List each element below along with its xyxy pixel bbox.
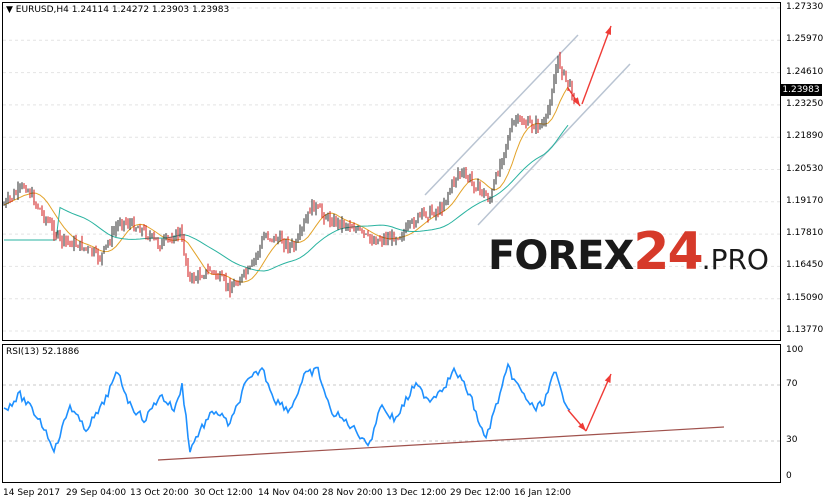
arrow-head-icon (604, 374, 611, 383)
price-tick-label: 1.13770 (786, 325, 824, 335)
time-tick-label: 14 Nov 04:00 (258, 488, 319, 498)
forex24-watermark-logo: FOREX24.PRO (488, 222, 769, 282)
logo-forex-text: FOREX (488, 233, 634, 279)
arrow-head-icon (605, 26, 611, 35)
rsi-header-text: RSI(13) 52.1886 (6, 347, 80, 357)
time-tick-label: 28 Nov 20:00 (322, 488, 383, 498)
time-tick-label: 14 Sep 2017 (3, 488, 61, 498)
time-tick-label: 16 Jan 12:00 (514, 488, 571, 498)
logo-pro-text: .PRO (701, 243, 769, 276)
candlesticks (3, 51, 575, 298)
rsi-tick-label: 30 (786, 435, 798, 445)
rsi-tick-label: 100 (786, 345, 804, 355)
chart-symbol-header: ▼ EURUSD,H4 1.24114 1.24272 1.23903 1.23… (6, 5, 229, 15)
price-tick-label: 1.19170 (786, 195, 824, 206)
price-tick-label: 1.24610 (786, 66, 824, 77)
price-tick-label: 1.16450 (786, 260, 824, 271)
price-tick-label: 1.17810 (786, 228, 824, 239)
price-tick-label: 1.25970 (786, 34, 824, 45)
channel-upper-line (424, 34, 579, 196)
dropdown-triangle-icon[interactable]: ▼ (6, 5, 13, 15)
time-tick-label: 29 Dec 12:00 (450, 488, 511, 498)
price-tick-label: 1.27330 (786, 2, 824, 12)
rsi-header: RSI(13) 52.1886 (6, 347, 79, 357)
forecast-arrow-line (585, 373, 612, 432)
price-tick-label: 1.21890 (786, 131, 824, 142)
rsi-trendline (157, 426, 725, 461)
rsi-indicator (3, 362, 725, 461)
price-panel-frame (2, 2, 781, 341)
rsi-tick-label: 70 (786, 379, 798, 389)
arrow-head-icon (572, 97, 580, 106)
slow-moving-average-line (4, 124, 569, 272)
time-tick-label: 13 Oct 20:00 (130, 488, 189, 498)
arrow-head-icon (578, 422, 586, 431)
time-tick-label: 29 Sep 04:00 (66, 488, 127, 498)
logo-24-text: 24 (633, 222, 703, 282)
price-tick-label: 1.20530 (786, 163, 824, 174)
price-tick-label: 1.23250 (786, 98, 824, 109)
price-tick-label: 1.15090 (786, 292, 824, 303)
current-price-tag: 1.23983 (780, 84, 822, 96)
forecast-arrow-line (581, 25, 612, 105)
symbol-ohlc-text: EURUSD,H4 1.24114 1.24272 1.23903 1.2398… (15, 5, 230, 15)
time-tick-label: 30 Oct 12:00 (194, 488, 253, 498)
time-tick-label: 13 Dec 12:00 (386, 488, 447, 498)
rsi-line (3, 362, 571, 455)
rsi-tick-label: 0 (786, 471, 792, 481)
forecast-arrows (567, 25, 612, 432)
